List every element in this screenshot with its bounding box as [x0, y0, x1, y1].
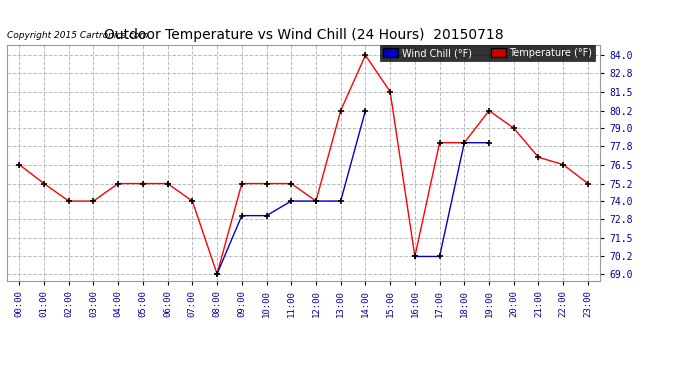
Legend: Wind Chill (°F), Temperature (°F): Wind Chill (°F), Temperature (°F): [380, 45, 595, 61]
Title: Outdoor Temperature vs Wind Chill (24 Hours)  20150718: Outdoor Temperature vs Wind Chill (24 Ho…: [104, 28, 504, 42]
Text: Copyright 2015 Cartronics.com: Copyright 2015 Cartronics.com: [7, 31, 148, 40]
